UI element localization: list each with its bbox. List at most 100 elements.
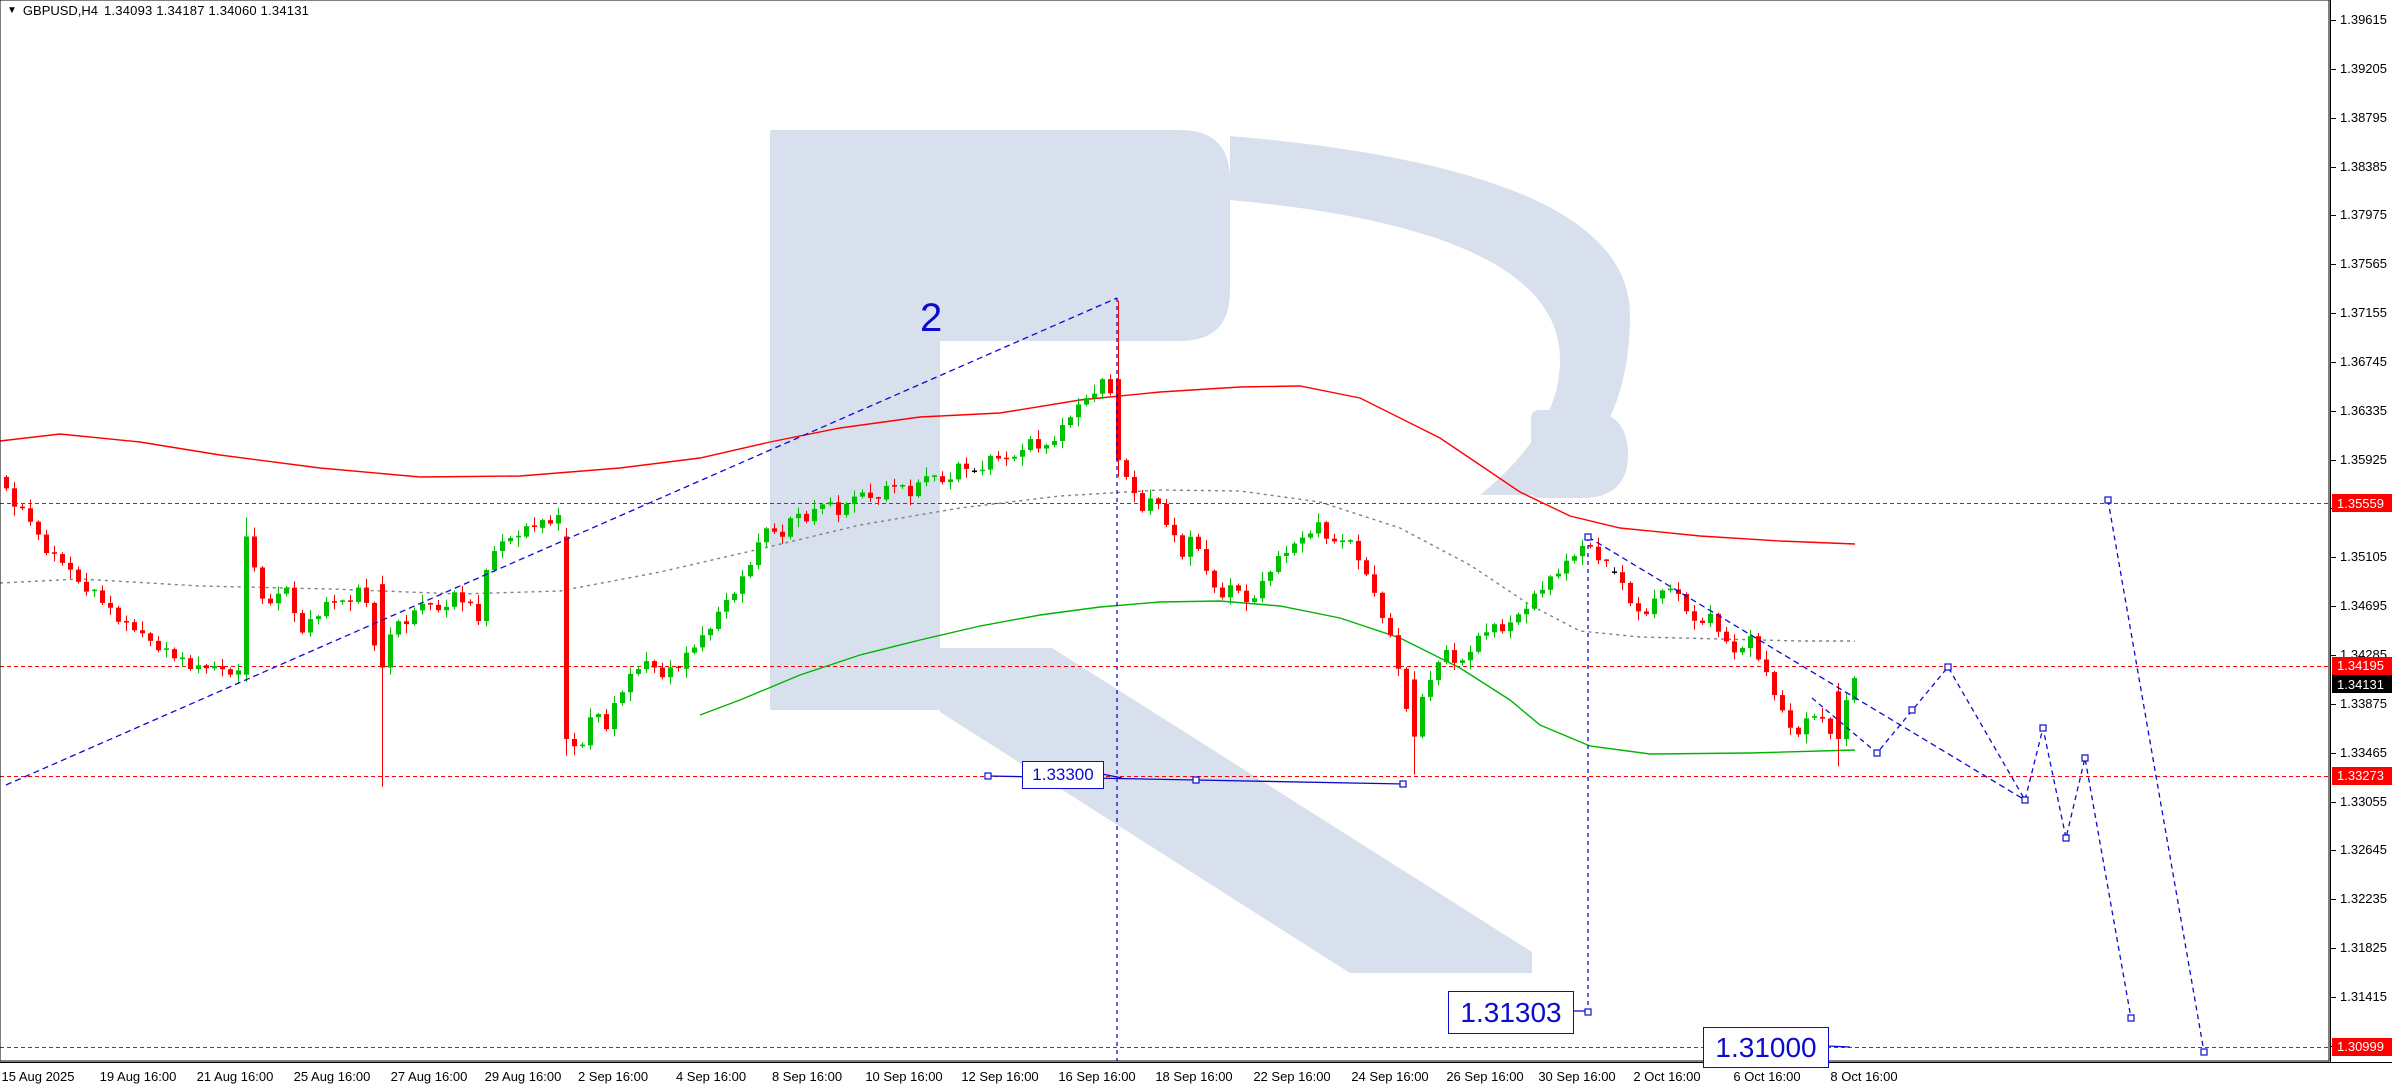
time-axis-label: 22 Sep 16:00 <box>1253 1069 1331 1084</box>
time-axis-label: 30 Sep 16:00 <box>1538 1069 1616 1084</box>
price-axis-label: 1.36335 <box>2340 402 2387 418</box>
price-tick <box>2331 20 2336 21</box>
price-tick <box>2331 557 2336 558</box>
time-axis-label: 12 Sep 16:00 <box>961 1069 1039 1084</box>
drag-handle[interactable] <box>1873 749 1881 757</box>
level-price-badge: 1.34195 <box>2332 656 2392 675</box>
price-axis-label: 1.32235 <box>2340 891 2387 907</box>
drag-handle[interactable] <box>1192 776 1200 784</box>
price-tick <box>2331 362 2336 363</box>
time-axis-label: 8 Oct 16:00 <box>1830 1069 1898 1084</box>
price-axis-label: 1.35925 <box>2340 451 2387 467</box>
price-axis-label: 1.38385 <box>2340 158 2387 174</box>
price-axis-label: 1.36745 <box>2340 353 2387 369</box>
time-axis-label: 6 Oct 16:00 <box>1733 1069 1801 1084</box>
level-price-badge: 1.30999 <box>2332 1037 2392 1056</box>
time-axis-label: 2 Sep 16:00 <box>577 1069 649 1084</box>
time-axis-label: 25 Aug 16:00 <box>293 1069 371 1084</box>
price-tick <box>2331 753 2336 754</box>
price-axis-label: 1.39615 <box>2340 12 2387 27</box>
ma-green-solid <box>699 600 1856 755</box>
price-axis-label: 1.33875 <box>2340 695 2387 711</box>
drag-handle[interactable] <box>2039 724 2047 732</box>
price-axis-label: 1.34695 <box>2340 598 2387 614</box>
candles-layer <box>4 300 1857 787</box>
drag-handle[interactable] <box>2021 796 2029 804</box>
time-axis-label: 4 Sep 16:00 <box>675 1069 747 1084</box>
symbol-period-label: GBPUSD,H4 <box>22 3 99 18</box>
price-note-13330[interactable]: 1.33300 <box>1022 761 1104 789</box>
price-note-131303[interactable]: 1.31303 <box>1448 991 1574 1034</box>
ascending-trendline[interactable] <box>5 297 1118 786</box>
time-axis-label: 24 Sep 16:00 <box>1351 1069 1429 1084</box>
price-axis-label: 1.37155 <box>2340 305 2387 321</box>
time-axis-label: 27 Aug 16:00 <box>390 1069 468 1084</box>
trend-annotations[interactable] <box>5 297 2208 1061</box>
price-axis-label: 1.37565 <box>2340 256 2387 272</box>
plot-border <box>0 0 2330 1062</box>
projection-drop-line[interactable] <box>2107 499 2205 1053</box>
price-axis-label: 1.33465 <box>2340 744 2387 760</box>
price-tick <box>2331 802 2336 803</box>
connector-131000[interactable] <box>1826 1045 1851 1048</box>
price-axis-label: 1.31825 <box>2340 940 2387 956</box>
price-tick <box>2331 215 2336 216</box>
drag-handle[interactable] <box>1584 1008 1592 1016</box>
price-tick <box>2331 899 2336 900</box>
time-axis-label: 21 Aug 16:00 <box>196 1069 274 1084</box>
price-tick <box>2331 606 2336 607</box>
ohlc-values: 1.34093 1.34187 1.34060 1.34131 <box>104 3 310 18</box>
drag-handle[interactable] <box>1399 780 1407 788</box>
price-axis[interactable]: 1.39615 1.39205 1.38795 1.38385 1.37975 1.375… <box>2330 0 2392 1062</box>
price-tick <box>2331 264 2336 265</box>
drag-handle[interactable] <box>984 772 992 780</box>
drag-handle[interactable] <box>2062 834 2070 842</box>
price-note-131000[interactable]: 1.31000 <box>1703 1027 1829 1068</box>
price-axis-label: 1.37975 <box>2340 207 2387 223</box>
time-axis-label: 18 Sep 16:00 <box>1155 1069 1233 1084</box>
moving-average-lines <box>0 385 1856 755</box>
descending-trendline[interactable] <box>1587 536 2026 801</box>
drag-handle[interactable] <box>1908 706 1916 714</box>
projection-zigzag[interactable] <box>1811 665 2132 1019</box>
time-axis-label: 15 Aug 2025 <box>1 1069 75 1084</box>
price-axis-label: 1.39205 <box>2340 60 2387 76</box>
collapse-ohlc-icon[interactable]: ▼ <box>7 5 17 16</box>
price-tick <box>2331 997 2336 998</box>
price-axis-label: 1.38795 <box>2340 109 2387 125</box>
time-axis-label: 10 Sep 16:00 <box>865 1069 943 1084</box>
chart-plot-area[interactable] <box>0 0 2330 1062</box>
price-tick <box>2331 69 2336 70</box>
time-axis-label: 16 Sep 16:00 <box>1058 1069 1136 1084</box>
level-price-badge: 1.33273 <box>2332 766 2392 785</box>
time-axis-label: 8 Sep 16:00 <box>771 1069 843 1084</box>
current-price-badge: 1.34131 <box>2332 675 2392 694</box>
price-tick <box>2331 167 2336 168</box>
time-axis-label: 2 Oct 16:00 <box>1633 1069 1701 1084</box>
drag-handle[interactable] <box>2127 1014 2135 1022</box>
drag-handle[interactable] <box>1944 663 1952 671</box>
ma-red-solid <box>0 385 1856 545</box>
level-price-badge: 1.35559 <box>2332 494 2392 513</box>
price-axis-label: 1.33055 <box>2340 793 2387 809</box>
time-axis[interactable]: 15 Aug 2025 19 Aug 16:00 21 Aug 16:00 25 Au… <box>0 1062 2392 1090</box>
price-tick <box>2331 655 2336 656</box>
drag-handle[interactable] <box>2200 1048 2208 1056</box>
watermark-logo <box>770 130 1630 973</box>
symbol-info-bar: ▼ GBPUSD,H4 1.34093 1.34187 1.34060 1.34… <box>7 3 309 18</box>
price-tick <box>2331 411 2336 412</box>
price-axis-label: 1.32645 <box>2340 842 2387 858</box>
price-axis-label: 1.31415 <box>2340 988 2387 1004</box>
price-tick <box>2331 118 2336 119</box>
price-tick <box>2331 850 2336 851</box>
time-axis-label: 29 Aug 16:00 <box>484 1069 562 1084</box>
wave-2-label[interactable]: 2 <box>920 296 943 340</box>
ma-gray-dotted <box>0 489 1855 642</box>
drag-handle[interactable] <box>2104 496 2112 504</box>
drag-handle[interactable] <box>2081 754 2089 762</box>
price-tick <box>2331 460 2336 461</box>
drag-handle[interactable] <box>1584 533 1592 541</box>
connector-13330[interactable] <box>1101 773 1123 779</box>
time-axis-label: 26 Sep 16:00 <box>1446 1069 1524 1084</box>
